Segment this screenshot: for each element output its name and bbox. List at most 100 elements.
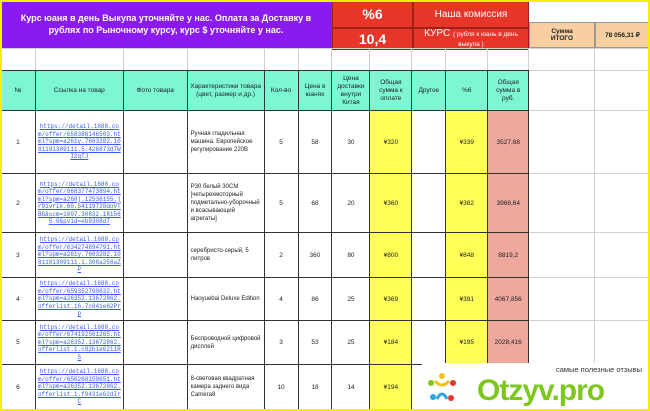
quantity: 2 <box>263 232 299 278</box>
table-row: 4 https://detail.1688.com/offer/659352790… <box>0 277 650 321</box>
watermark-brand: Otzyv.pro <box>477 374 605 407</box>
product-link-text[interactable]: https://detail.1688.com/offer/6683774738… <box>37 180 121 226</box>
commission-value: %6 <box>332 0 413 28</box>
photo-cell <box>122 320 188 365</box>
other-cell <box>411 232 447 278</box>
empty-cell <box>528 320 596 365</box>
watermark-tagline: самые полезные отзывы <box>555 365 642 374</box>
photo-cell <box>122 277 188 321</box>
photo-cell <box>122 110 188 174</box>
other-cell <box>411 110 447 174</box>
photo-cell <box>122 173 188 233</box>
table-row: 3 https://detail.1688.com/offer/634274894… <box>0 232 650 278</box>
empty-cell <box>594 70 650 111</box>
china-shipping: 25 <box>331 277 371 321</box>
watermark: самые полезные отзывы Otzyv.pro <box>422 363 650 411</box>
product-link[interactable]: https://detail.1688.com/offer/6342748947… <box>34 232 124 278</box>
total-rub: 2028,416 <box>487 320 530 365</box>
empty-row <box>0 48 650 71</box>
commission-amount: ¥391 <box>445 277 489 321</box>
empty-cell <box>528 110 596 174</box>
quantity: 3 <box>263 320 299 365</box>
total-to-pay: ¥369 <box>369 277 413 321</box>
product-link[interactable]: https://detail.1688.com/offer/6502681596… <box>34 364 124 410</box>
empty-cell <box>594 232 650 278</box>
row-number: 6 <box>0 364 36 410</box>
commission-amount: ¥339 <box>445 110 489 174</box>
total-to-pay: ¥184 <box>369 320 413 365</box>
col-header: %6 <box>445 70 489 111</box>
orders-table: № Ссылка на товар Фото товара Характерис… <box>0 70 650 410</box>
empty-cell <box>594 110 650 174</box>
commission-amount: ¥382 <box>445 173 489 233</box>
price-yuan: 68 <box>297 173 333 233</box>
price-yuan: 53 <box>297 320 333 365</box>
product-link[interactable]: https://detail.1688.com/offer/6583861465… <box>34 110 124 174</box>
product-link[interactable]: https://detail.1688.com/offer/6593527906… <box>34 277 124 321</box>
col-header: Кол-во <box>263 70 299 111</box>
col-header: Общая сумма в руб. <box>487 70 530 111</box>
quantity: 4 <box>263 277 299 321</box>
table-row: 1 https://detail.1688.com/offer/658386146… <box>0 110 650 174</box>
product-link[interactable]: https://detail.1688.com/offer/6741925612… <box>34 320 124 365</box>
product-link-text[interactable]: https://detail.1688.com/offer/6583861465… <box>37 123 121 161</box>
total-rub: 4067,856 <box>487 277 530 321</box>
empty-cell <box>528 277 596 321</box>
total-rub: 3968,64 <box>487 173 530 233</box>
total-to-pay: ¥194 <box>369 364 413 410</box>
product-link[interactable]: https://detail.1688.com/offer/6683774738… <box>34 173 124 233</box>
other-cell <box>411 320 447 365</box>
other-cell <box>411 173 447 233</box>
price-yuan: 86 <box>297 277 333 321</box>
col-header: Фото товара <box>122 70 188 111</box>
product-link-text[interactable]: https://detail.1688.com/offer/6502681596… <box>37 368 121 406</box>
empty-cell <box>528 70 596 111</box>
commission-amount: ¥848 <box>445 232 489 278</box>
row-number: 5 <box>0 320 36 365</box>
total-rub: 8819,2 <box>487 232 530 278</box>
table-row: 5 https://detail.1688.com/offer/674192561… <box>0 320 650 365</box>
china-shipping: 25 <box>331 320 371 365</box>
empty-cell <box>594 277 650 321</box>
product-link-text[interactable]: https://detail.1688.com/offer/6342748947… <box>37 236 121 274</box>
empty-cell <box>594 320 650 365</box>
banner-notice: Курс юаня в день Выкупа уточняйте у нас.… <box>0 0 332 48</box>
product-description: Ручная гладильная машина. Европейское ре… <box>186 110 265 174</box>
quantity: 5 <box>263 173 299 233</box>
product-description: Haoyuebai Deluxe Edition <box>186 277 265 321</box>
row-number: 2 <box>0 173 36 233</box>
col-header: Другое <box>411 70 447 111</box>
product-description: 8-световая квадратная камера заднего вид… <box>186 364 265 410</box>
photo-cell <box>122 232 188 278</box>
col-header: № <box>0 70 36 111</box>
china-shipping: 80 <box>331 232 371 278</box>
price-yuan: 360 <box>297 232 333 278</box>
table-row: 2 https://detail.1688.com/offer/668377473… <box>0 173 650 233</box>
price-yuan: 18 <box>297 364 333 410</box>
row-number: 4 <box>0 277 36 321</box>
empty-cell <box>528 232 596 278</box>
header-row: № Ссылка на товар Фото товара Характерис… <box>0 70 650 111</box>
row-number: 3 <box>0 232 36 278</box>
total-label: Сумма ИТОГО <box>529 22 595 48</box>
empty-cell <box>594 173 650 233</box>
other-cell <box>411 277 447 321</box>
china-shipping: 14 <box>331 364 371 410</box>
empty-cell <box>528 173 596 233</box>
quantity: 10 <box>263 364 299 410</box>
china-shipping: 30 <box>331 110 371 174</box>
commission-amount: ¥195 <box>445 320 489 365</box>
total-to-pay: ¥320 <box>369 110 413 174</box>
rate-note: ( рубля к юань в день выкупа ) <box>452 31 518 48</box>
total-to-pay: ¥360 <box>369 173 413 233</box>
row-number: 1 <box>0 110 36 174</box>
total-to-pay: ¥800 <box>369 232 413 278</box>
col-header: Общая сумма к оплате <box>369 70 413 111</box>
rate-label: КУРС <box>424 28 451 39</box>
product-link-text[interactable]: https://detail.1688.com/offer/6593527906… <box>37 280 121 318</box>
col-header: Характеристики товара (цвет, размер и др… <box>186 70 265 111</box>
price-yuan: 58 <box>297 110 333 174</box>
product-link-text[interactable]: https://detail.1688.com/offer/6741925612… <box>37 323 121 361</box>
photo-cell <box>122 364 188 410</box>
rate-label-cell: КУРС ( рубля к юань в день выкупа ) <box>413 28 529 50</box>
